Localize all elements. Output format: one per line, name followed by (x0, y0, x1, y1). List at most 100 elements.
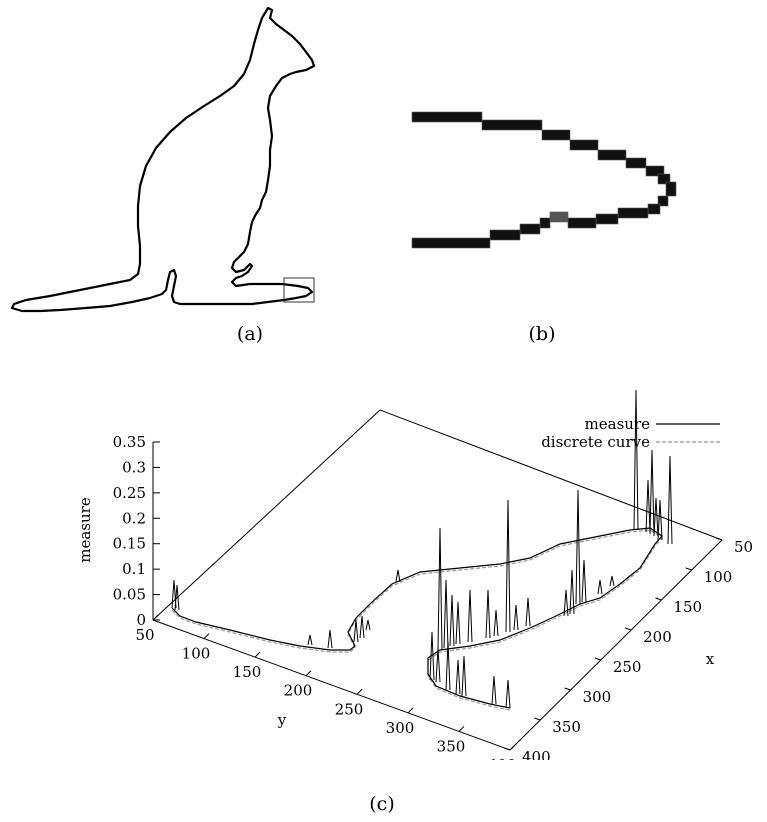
kangaroo-outline (10, 6, 316, 313)
measure-spike (437, 527, 443, 651)
pixel-strip-lower (411, 195, 669, 249)
measure-spike (525, 597, 531, 627)
measure-spike (455, 659, 461, 695)
measure-spike (575, 489, 581, 605)
z-tick-label: 0.25 (113, 484, 146, 502)
y-tick-label: 250 (335, 700, 364, 718)
measure-spike (365, 619, 371, 631)
z-tick-label: 0.2 (122, 509, 146, 527)
pixel-strip-upper (411, 111, 677, 197)
zoom-box (283, 277, 315, 303)
y-tick-mark (509, 744, 516, 751)
y-tick-label: 50 (135, 626, 154, 644)
measure-spike (359, 615, 365, 639)
measure-spike (505, 499, 511, 633)
measure-spikes (171, 389, 673, 709)
measure-spike (491, 675, 497, 705)
x-tick-mark (624, 627, 632, 631)
y-axis-ticks: 50 100 150 200 250 300 350 400 (135, 614, 517, 760)
y-tick-label: 300 (386, 719, 415, 737)
x-axis-label: x (706, 650, 715, 668)
z-tick-label: 0.35 (113, 433, 146, 451)
measure-spike (581, 559, 587, 603)
x-tick-label: 150 (673, 598, 702, 616)
series-discrete-curve (171, 529, 663, 711)
measure-spike (649, 449, 655, 535)
x-tick-label: 50 (734, 538, 753, 556)
x-tick-mark (685, 567, 692, 571)
measure-spike (445, 641, 451, 691)
z-tick-label: 0.05 (113, 586, 146, 604)
y-tick-label: 100 (182, 645, 211, 663)
x-tick-mark (534, 717, 541, 721)
x-tick-label: 350 (552, 718, 581, 736)
caption-a: (a) (236, 323, 264, 345)
y-tick-label: 400 (488, 756, 517, 760)
x-tick-mark (503, 747, 511, 751)
measure-spike (174, 584, 180, 611)
measure-spike (609, 575, 615, 587)
z-tick-label: 0 (136, 611, 146, 629)
y-tick-mark (458, 726, 465, 732)
measure-spike (449, 594, 455, 647)
y-tick-mark (254, 651, 261, 658)
measure-spike (645, 479, 651, 533)
measure-spike (353, 619, 359, 643)
y-tick-mark (152, 614, 159, 621)
measure-spike (461, 655, 467, 697)
x-tick-label: 200 (643, 628, 672, 646)
measure-spike (327, 629, 333, 649)
surface-plot: 00.050.10.150.20.250.30.35 5010015020025… (76, 389, 753, 760)
plot-box (152, 409, 723, 751)
measure-spike (429, 631, 435, 681)
z-axis-ticks: 0 0.05 0.1 0.15 0.2 0.25 0.3 0.35 (113, 433, 160, 629)
x-tick-label: 400 (522, 748, 551, 760)
y-tick-label: 200 (284, 682, 313, 700)
measure-spike (485, 589, 491, 639)
measure-spike (657, 499, 663, 541)
y-tick-label: 350 (437, 737, 466, 755)
measure-spike (667, 455, 673, 545)
measure-spike (505, 679, 511, 709)
z-axis-label: measure (76, 497, 94, 563)
z-tick-label: 0.15 (113, 535, 146, 553)
measure-spike (435, 647, 441, 683)
measure-spike (597, 579, 603, 595)
measure-spike (395, 569, 401, 583)
y-tick-mark (356, 688, 363, 695)
series-measure-base (171, 527, 663, 709)
y-tick-mark (305, 670, 312, 677)
kangaroo-silhouette (10, 6, 316, 313)
legend-label-measure: measure (585, 415, 651, 433)
measure-spike (493, 609, 499, 637)
x-tick-mark (655, 597, 662, 601)
measure-spike (569, 569, 575, 615)
x-tick-mark (564, 687, 571, 691)
measure-spike (443, 579, 449, 649)
y-tick-mark (407, 707, 414, 714)
measure-spike (467, 589, 473, 643)
zoomed-tail-pixels (411, 111, 677, 249)
measure-spike (563, 589, 569, 617)
measure-spike (513, 604, 519, 631)
z-tick-label: 0.1 (122, 560, 146, 578)
y-tick-label: 150 (233, 663, 262, 681)
x-tick-label: 100 (704, 568, 733, 586)
x-tick-mark (594, 657, 602, 661)
measure-spike (171, 579, 177, 609)
legend-label-discrete-curve: discrete curve (541, 433, 650, 451)
x-tick-mark (715, 537, 723, 541)
measure-spike (633, 389, 639, 531)
x-tick-label: 300 (583, 688, 612, 706)
x-tick-label: 250 (613, 658, 642, 676)
legend: measure discrete curve (541, 415, 720, 451)
caption-b: (b) (528, 323, 556, 345)
measure-spike (653, 497, 659, 537)
caption-c: (c) (369, 793, 395, 815)
y-axis-label: y (277, 711, 287, 729)
y-tick-mark (203, 633, 210, 639)
measure-spike (455, 601, 461, 645)
z-tick-label: 0.3 (122, 458, 146, 476)
measure-spike (307, 634, 313, 646)
